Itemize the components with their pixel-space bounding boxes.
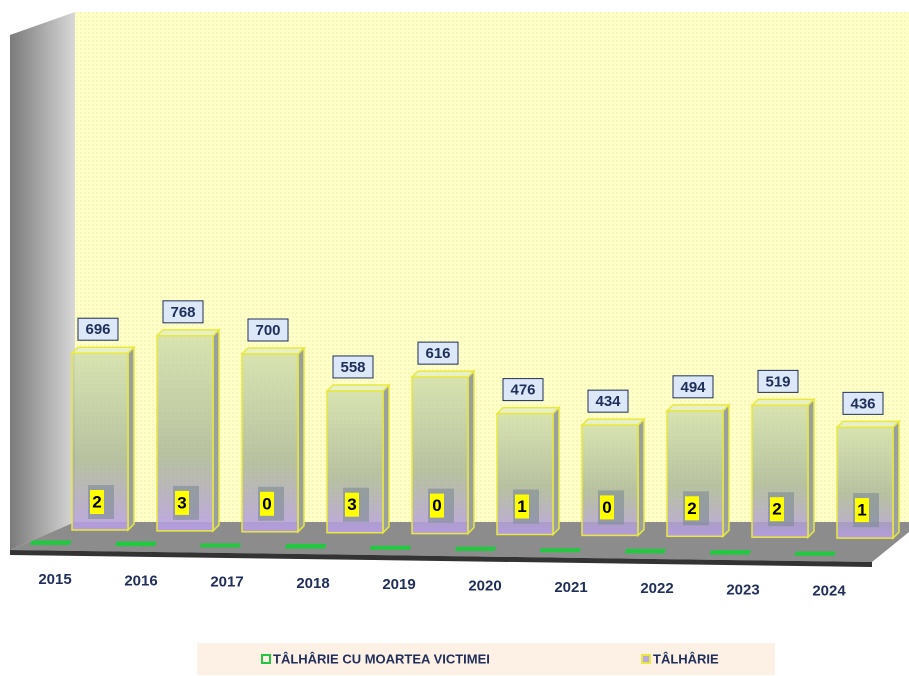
value-label: 2: [92, 492, 101, 511]
bar-side: [382, 383, 390, 535]
bar: [794, 551, 836, 556]
bar-top: [410, 370, 476, 378]
value-label-box: [90, 490, 104, 514]
bar: [199, 543, 242, 548]
value-label: 558: [340, 359, 365, 376]
value-label: 3: [177, 493, 186, 512]
bar-side: [467, 369, 475, 536]
value-label: 700: [255, 322, 280, 339]
value-label: 616: [425, 345, 450, 362]
value-label-box: [345, 492, 359, 517]
value-label: 0: [262, 494, 271, 513]
value-label: 2: [772, 500, 781, 519]
value-label-box: [685, 496, 699, 521]
value-label-box: [260, 491, 274, 516]
legend: [197, 643, 775, 675]
value-label-box: [502, 378, 544, 402]
bar-side: [637, 417, 645, 538]
bar-top: [750, 398, 816, 407]
x-tick-label: 2017: [210, 574, 243, 591]
bar: [369, 545, 412, 550]
bar: [709, 550, 752, 555]
value-label: 1: [517, 497, 526, 516]
value-label: 2: [687, 499, 696, 518]
value-label-box: [162, 300, 204, 324]
bar-side: [722, 403, 730, 539]
bar: [454, 546, 497, 551]
bar: [29, 540, 72, 546]
x-tick-label: 2024: [812, 583, 846, 600]
legend-swatch: [261, 654, 271, 664]
value-label-box: [175, 490, 189, 515]
value-label-box: [842, 391, 884, 415]
value-label: 519: [765, 373, 790, 390]
value-label: 436: [850, 395, 875, 412]
x-tick-label: 2016: [124, 572, 157, 589]
value-label-box: [332, 355, 374, 379]
bar-top: [835, 420, 901, 429]
x-tick-label: 2019: [382, 576, 415, 593]
value-label: 434: [595, 393, 621, 410]
bar-side: [807, 397, 815, 540]
bar-side: [127, 345, 135, 532]
legend-label: TÂLHÂRIE: [653, 651, 719, 666]
x-tick-label: 2021: [554, 579, 587, 596]
bar-top: [665, 404, 731, 412]
bar-side: [552, 405, 560, 537]
x-tick-label: 2023: [726, 581, 759, 598]
value-label: 1: [857, 501, 866, 520]
bar: [114, 541, 157, 547]
value-label-box: [77, 317, 119, 341]
value-label-box: [587, 389, 629, 413]
value-label: 476: [510, 382, 535, 399]
value-label-box: [855, 498, 869, 523]
value-label-box: [770, 497, 784, 522]
bar-top: [580, 418, 646, 426]
bar-side: [892, 419, 900, 540]
legend-label: TÂLHÂRIE CU MOARTEA VICTIMEI: [273, 651, 490, 666]
value-label: 0: [432, 496, 441, 515]
bar-top: [325, 384, 391, 392]
bar: [539, 548, 582, 553]
value-label: 494: [680, 379, 706, 396]
value-label: 3: [347, 495, 356, 514]
bar-side: [297, 346, 305, 534]
bar-top: [495, 406, 561, 415]
bar: [284, 543, 327, 549]
value-label: 696: [85, 321, 110, 338]
x-tick-label: 2018: [296, 575, 329, 592]
bar: [624, 548, 667, 554]
value-label-box: [757, 369, 799, 393]
value-label: 0: [602, 498, 611, 517]
x-tick-label: 2020: [468, 577, 501, 594]
x-tick-label: 2022: [640, 580, 673, 597]
value-label-box: [247, 318, 289, 342]
legend-swatch: [641, 654, 651, 664]
value-label-box: [430, 493, 444, 518]
value-label-box: [515, 494, 529, 519]
bar-top: [70, 346, 136, 354]
floor-edge: [10, 550, 872, 567]
x-tick-label: 2015: [38, 571, 71, 588]
value-label: 768: [170, 304, 195, 321]
value-label-box: [600, 495, 614, 520]
bar: [751, 404, 809, 538]
value-label-box: [417, 341, 459, 365]
side-wall: [10, 12, 75, 550]
bar-side: [212, 328, 220, 533]
bar-top: [240, 347, 306, 355]
value-label-box: [672, 375, 714, 399]
bar-top: [155, 329, 221, 337]
